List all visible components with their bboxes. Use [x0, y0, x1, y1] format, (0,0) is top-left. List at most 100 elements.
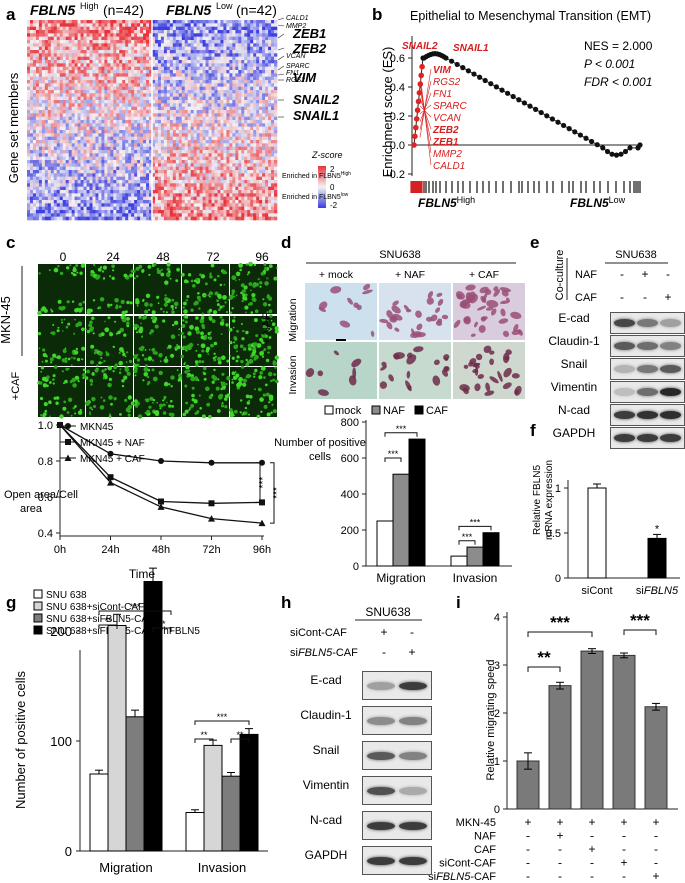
wound-cell [121, 310, 126, 316]
wound-cell [190, 279, 194, 283]
wound-cell [260, 272, 265, 276]
wound-cell [127, 413, 131, 417]
wound-cell [109, 413, 111, 416]
wound-cell [203, 377, 207, 381]
wound-cell [221, 372, 225, 376]
transwell-cell [347, 297, 354, 305]
transwell-cell [469, 358, 477, 365]
b-gene-vim: VIM [433, 65, 451, 76]
wound-cell [233, 316, 236, 319]
wound-cell [216, 409, 221, 413]
panel-c: 0 24 48 72 96 - + NAF +CAF MKN-45 1.0 0.8 0.6 0… [0, 250, 283, 581]
es-dot [418, 72, 425, 79]
wound-cell [74, 350, 79, 355]
transwell-cell [463, 316, 471, 323]
d-bar [450, 555, 468, 567]
es-dot [443, 55, 449, 61]
wound-cell [162, 310, 165, 313]
wound-cell [260, 410, 263, 413]
c-sig: *** [272, 487, 283, 499]
wound-cell [259, 337, 263, 342]
wound-cell [223, 283, 226, 286]
c-point [208, 459, 215, 466]
blot-band [399, 821, 427, 830]
wound-cell [62, 406, 67, 411]
transwell-cell [485, 306, 494, 311]
wound-cell [229, 341, 233, 345]
c-legend-marker [64, 454, 72, 461]
wound-cell [133, 323, 139, 329]
panel-h: SNU638 siCont-CAF siFBLN5-CAF + - - + E-cad… [290, 605, 422, 862]
c-xtick-label: 0h [54, 544, 66, 556]
g-xcat: Invasion [198, 860, 246, 875]
wound-cell [229, 355, 231, 357]
c-point [107, 479, 114, 486]
f-ylabel-2: mRNA expression [544, 460, 555, 540]
a-gene-rgs2: RGS2 [286, 77, 305, 84]
wound-cell [245, 358, 248, 362]
transwell-cell [427, 291, 434, 299]
wound-cell [100, 297, 105, 302]
wound-cell [76, 378, 78, 381]
i-sign: - [526, 856, 530, 870]
wound-cell [242, 293, 246, 297]
transwell-cell [474, 383, 481, 392]
wound-cell [113, 397, 117, 401]
h-row1-label: siCont-CAF [290, 627, 347, 639]
a-gene-leader-2 [277, 33, 285, 39]
wound-cell [262, 349, 265, 352]
wound-cell [144, 309, 149, 314]
d-cond-naf: + NAF [395, 269, 425, 281]
wound-cell [201, 360, 205, 363]
es-dot [549, 116, 556, 122]
e-blot-labels: E-cad Claudin-1 Snail Vimentin N-cad GAPDH [548, 311, 600, 440]
d-legend-swatch-mock [324, 405, 334, 415]
wound-cell [213, 368, 216, 372]
blot-band [367, 856, 395, 865]
wound-cell [138, 315, 142, 319]
e-blot-label: Snail [561, 357, 588, 371]
wound-cell [149, 396, 154, 401]
wound-cell [142, 316, 146, 320]
e-coculture: Co-culture [554, 250, 566, 301]
wound-cell [159, 403, 163, 408]
wound-cell [38, 347, 41, 350]
d-ytick-label: 400 [341, 489, 359, 501]
wound-cell [236, 355, 240, 359]
wound-cell [165, 356, 168, 359]
wound-cell [274, 355, 279, 360]
wound-cell [156, 268, 159, 271]
i-bar [644, 706, 668, 810]
wound-cell [242, 329, 245, 333]
wound-cell [42, 348, 46, 352]
zscore-tick-0: 0 [330, 183, 335, 192]
wound-cell [142, 299, 145, 302]
transwell-cell [474, 321, 478, 328]
wound-cell [166, 262, 171, 267]
wound-cell [268, 264, 273, 268]
wound-cell [235, 279, 237, 282]
b-gene-leader [419, 68, 432, 138]
blot-band [399, 856, 427, 865]
wound-cell [191, 398, 195, 402]
wound-cell [149, 303, 153, 307]
blot-band [367, 751, 395, 760]
wound-cell [156, 295, 160, 299]
transwell-cell [444, 357, 449, 361]
transwell-cell [486, 300, 499, 308]
wound-cell [144, 398, 147, 401]
b-gene-leader [419, 92, 432, 122]
wound-cell [227, 298, 230, 301]
wound-cell [105, 351, 108, 354]
e-naf-sign: - [666, 267, 670, 281]
transwell-cell [441, 369, 449, 377]
wound-cell [59, 414, 64, 419]
wound-cell [203, 372, 207, 376]
c-sig: *** [258, 477, 269, 489]
wound-cell [39, 396, 44, 401]
blot-band [637, 411, 658, 419]
transwell-cell [489, 376, 499, 384]
wound-cell [176, 268, 180, 272]
i-sign: - [622, 869, 626, 883]
wound-cell [39, 381, 43, 385]
